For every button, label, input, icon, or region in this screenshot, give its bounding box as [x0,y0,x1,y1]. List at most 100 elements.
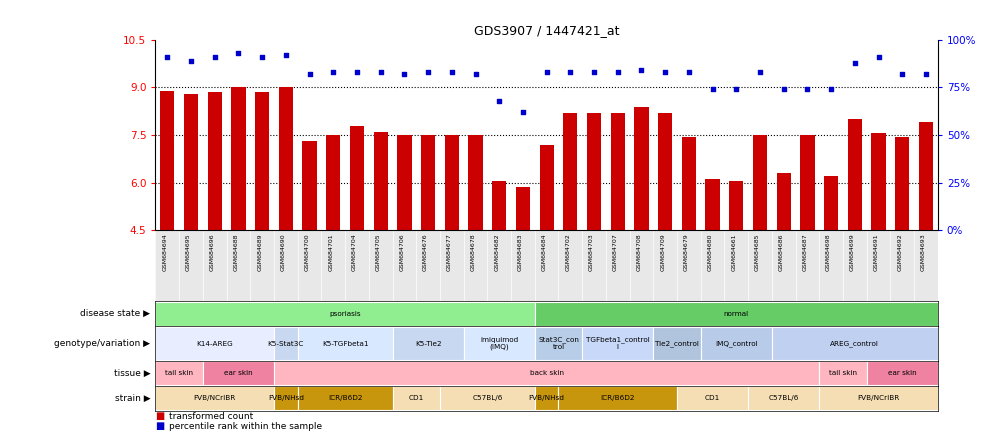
Point [538,69,554,76]
Point [443,69,459,76]
Bar [255,92,269,230]
Bar [515,187,529,230]
Bar [700,327,772,360]
Text: GSM684698: GSM684698 [826,234,831,271]
Text: ICR/B6D2: ICR/B6D2 [600,395,634,401]
Point [609,69,625,76]
Point [870,54,886,61]
Bar [747,386,819,410]
Text: GSM684701: GSM684701 [328,234,333,271]
Text: GSM684702: GSM684702 [565,234,570,271]
Text: transformed count: transformed count [168,412,253,421]
Text: K14-AREG: K14-AREG [196,341,232,347]
Text: GSM684700: GSM684700 [305,234,310,271]
Text: C57BL/6: C57BL/6 [768,395,799,401]
Text: GSM684704: GSM684704 [352,234,357,271]
Text: GSM684696: GSM684696 [209,234,214,271]
Bar [207,92,221,230]
Text: K5-Stat3C: K5-Stat3C [268,341,304,347]
Text: GSM684693: GSM684693 [920,234,925,271]
Point [680,69,696,76]
Bar [871,134,885,230]
Bar [681,137,695,230]
Bar [155,386,274,410]
Point [514,109,530,116]
Bar [183,94,198,230]
Bar [492,181,506,230]
Text: percentile rank within the sample: percentile rank within the sample [168,422,322,431]
Text: GSM684692: GSM684692 [897,234,902,271]
Text: ear skin: ear skin [887,370,916,376]
Text: GSM684689: GSM684689 [257,234,262,271]
Point [894,71,910,78]
Bar [202,361,274,385]
Point [491,97,507,104]
Text: GSM684691: GSM684691 [873,234,878,271]
Text: strain ▶: strain ▶ [114,394,150,403]
Bar [534,327,581,360]
Bar [155,361,202,385]
Bar [819,361,866,385]
Point [799,86,815,93]
Bar [558,386,676,410]
Text: ■: ■ [155,412,164,421]
Bar [847,119,861,230]
Text: GSM684683: GSM684683 [517,234,522,271]
Bar [397,135,411,230]
Text: normal: normal [723,311,748,317]
Text: Tie2_control: Tie2_control [654,340,698,347]
Text: GSM684688: GSM684688 [233,234,238,271]
Text: C57BL/6: C57BL/6 [472,395,502,401]
Text: GSM684682: GSM684682 [494,234,499,271]
Bar [298,386,392,410]
Text: GSM684707: GSM684707 [612,234,617,271]
Point [585,69,601,76]
Bar [274,361,819,385]
Bar [444,135,459,230]
Text: GSM684706: GSM684706 [399,234,404,271]
Bar [800,135,814,230]
Text: IMQ_control: IMQ_control [714,340,757,347]
Bar [534,386,558,410]
Point [182,57,198,64]
Bar [563,113,577,230]
Bar [824,176,838,230]
Text: GSM684690: GSM684690 [281,234,286,271]
Text: disease state ▶: disease state ▶ [80,309,150,318]
Bar [326,135,340,230]
Point [752,69,768,76]
Text: FVB/NHsd: FVB/NHsd [528,395,564,401]
Bar [772,327,937,360]
Bar [652,327,700,360]
Text: AREG_control: AREG_control [830,340,879,347]
Point [420,69,436,76]
Bar [866,361,937,385]
Point [349,69,365,76]
Text: GSM684694: GSM684694 [162,234,167,271]
Text: ICR/B6D2: ICR/B6D2 [328,395,362,401]
Text: GSM684687: GSM684687 [802,234,807,271]
Text: ■: ■ [155,421,164,431]
Point [775,86,791,93]
Text: GSM684705: GSM684705 [376,234,381,271]
Bar [894,137,909,230]
Text: ear skin: ear skin [223,370,253,376]
Bar [155,327,274,360]
Text: GSM684678: GSM684678 [470,234,475,271]
Text: GSM684684: GSM684684 [541,234,546,271]
Point [373,69,389,76]
Text: GSM684677: GSM684677 [446,234,451,271]
Text: GSM684676: GSM684676 [423,234,428,271]
Text: GSM684680: GSM684680 [706,234,711,271]
Bar [274,386,298,410]
Bar [539,145,553,230]
Bar [231,87,245,230]
Point [206,54,222,61]
Text: tail skin: tail skin [828,370,856,376]
Bar [350,126,364,230]
Point [727,86,743,93]
Title: GDS3907 / 1447421_at: GDS3907 / 1447421_at [473,24,619,37]
Point [396,71,412,78]
Bar [586,113,600,230]
Text: CD1: CD1 [704,395,719,401]
